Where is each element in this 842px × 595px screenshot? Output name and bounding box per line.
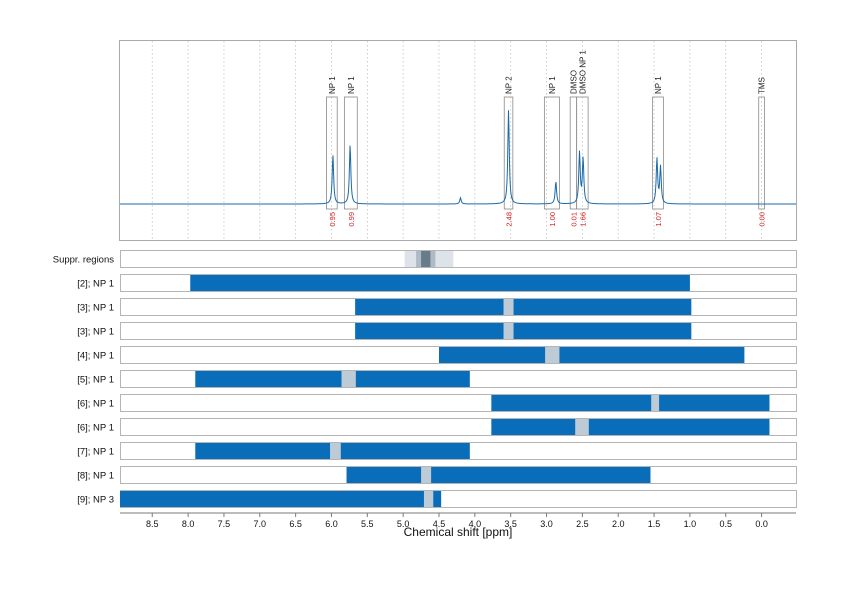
range-gap — [575, 419, 589, 435]
spectrum-line — [120, 110, 796, 205]
track-label: [6]; NP 1 — [77, 423, 114, 434]
integral-value: 2.48 — [505, 212, 514, 227]
track-label: [7]; NP 1 — [77, 447, 114, 458]
annotation-label: NP 2 — [505, 76, 514, 94]
track-label: [8]; NP 1 — [77, 471, 114, 482]
integral-value: 0.95 — [328, 212, 337, 227]
annotation-box — [652, 96, 664, 210]
integral-value: 0.01 — [569, 212, 578, 227]
x-tick-label: 2.0 — [612, 519, 625, 529]
range-bar — [355, 299, 692, 315]
x-tick-label: 0.5 — [719, 519, 732, 529]
suppressed-region — [421, 251, 431, 267]
x-tick-label: 0.0 — [755, 519, 768, 529]
range-gap — [651, 395, 660, 411]
annotation-box — [569, 96, 578, 210]
x-tick-label: 6.0 — [325, 519, 338, 529]
range-bar — [439, 347, 745, 363]
annotation-label: NP 1 — [548, 76, 557, 94]
annotation-label: DMSO NP 1 — [578, 50, 587, 94]
x-tick-label: 6.5 — [289, 519, 302, 529]
track-box — [120, 346, 797, 364]
track-label: [4]; NP 1 — [77, 351, 114, 362]
x-tick-label: 5.0 — [397, 519, 410, 529]
x-tick-label: 7.5 — [218, 519, 231, 529]
range-bar — [491, 395, 770, 411]
annotation-box — [343, 96, 358, 210]
annotation-label: NP 1 — [347, 76, 356, 94]
track-box — [120, 442, 797, 460]
integral-value: 0.00 — [758, 212, 767, 227]
range-gap — [545, 347, 560, 363]
range-gap — [423, 491, 434, 507]
track-box — [120, 394, 797, 412]
track-label: [2]; NP 1 — [77, 279, 114, 290]
x-axis-label: Chemical shift [ppm] — [404, 525, 513, 539]
x-tick-label: 4.0 — [469, 519, 482, 529]
x-tick-label: 2.5 — [576, 519, 589, 529]
range-bar — [355, 323, 692, 339]
range-gap — [503, 323, 514, 339]
range-gap — [503, 299, 514, 315]
x-tick-label: 7.0 — [254, 519, 267, 529]
track-box — [120, 274, 797, 292]
x-tick-label: 5.5 — [361, 519, 374, 529]
track-box — [120, 298, 797, 316]
range-bar — [190, 275, 690, 291]
annotation-box — [758, 96, 765, 210]
track-label: [9]; NP 3 — [77, 495, 114, 506]
x-tick-label: 8.5 — [146, 519, 159, 529]
range-bar — [491, 419, 770, 435]
range-gap — [341, 371, 356, 387]
annotation-label: DMSO — [569, 70, 578, 94]
track-label: [3]; NP 1 — [77, 303, 114, 314]
integral-value: 1.07 — [654, 212, 663, 227]
annotation-box — [543, 96, 560, 210]
range-bar — [195, 371, 470, 387]
track-box — [120, 370, 797, 388]
annotation-label: TMS — [758, 77, 767, 94]
track-label: [3]; NP 1 — [77, 327, 114, 338]
range-bar — [120, 491, 442, 507]
x-axis: 8.5 8.0 7.5 7.0 6.5 6.0 5.5 5.0 4.5 4.0 3.5 3.0 2.5 2… — [120, 512, 796, 529]
x-tick-label: 1.5 — [648, 519, 661, 529]
x-tick-label: 1.0 — [684, 519, 697, 529]
x-tick-label: 3.0 — [540, 519, 553, 529]
track-box — [120, 466, 797, 484]
track-label: [6]; NP 1 — [77, 399, 114, 410]
range-gap — [421, 467, 432, 483]
range-tracks: Suppr. regions [2]; NP 1 [3]; NP 1 [3]; NP … — [53, 250, 797, 508]
x-tick-label: 3.5 — [504, 519, 517, 529]
annotation-box — [576, 96, 589, 210]
track-label: [5]; NP 1 — [77, 375, 114, 386]
annotation-box — [326, 96, 338, 210]
spectrum-panel — [119, 40, 797, 241]
integral-value: 1.00 — [548, 212, 557, 227]
track-box — [120, 250, 797, 268]
annotation-layer: NP 1 0.95 NP 1 0.99 NP 2 2.48 NP 1 1.00 DMSO 0.01… — [326, 50, 767, 227]
integral-value: 0.99 — [347, 212, 356, 227]
annotation-box — [503, 96, 514, 210]
annotation-label: NP 1 — [328, 76, 337, 94]
track-box — [120, 322, 797, 340]
x-tick-label: 8.0 — [182, 519, 195, 529]
vertical-grid — [151, 41, 762, 240]
range-gap — [330, 443, 341, 459]
range-bar — [346, 467, 651, 483]
track-label: Suppr. regions — [53, 255, 115, 266]
x-tick-label: 4.5 — [433, 519, 446, 529]
integral-value: 1.66 — [578, 212, 587, 227]
annotation-label: NP 1 — [654, 76, 663, 94]
track-box — [120, 418, 797, 436]
